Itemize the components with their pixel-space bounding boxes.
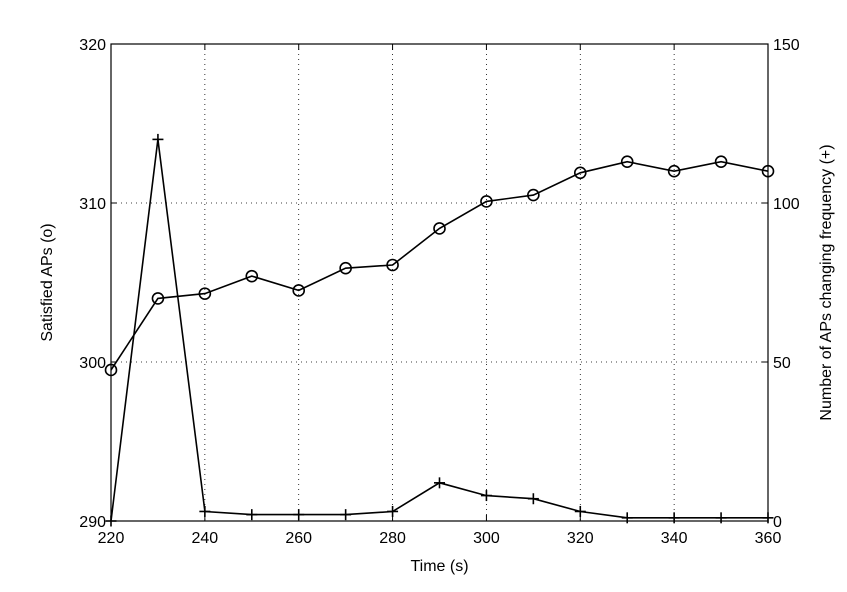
circle-marker xyxy=(245,269,259,283)
plus-marker xyxy=(574,505,586,517)
plus-marker xyxy=(434,477,445,489)
circle-marker xyxy=(573,166,587,180)
x-tick-label: 360 xyxy=(755,530,782,547)
plus-marker xyxy=(621,512,633,524)
circle-marker xyxy=(339,261,352,275)
circle-marker xyxy=(151,292,165,305)
x-tick-label: 340 xyxy=(661,530,688,547)
circle-marker xyxy=(292,284,306,297)
circle-marker xyxy=(667,164,681,178)
plus-marker xyxy=(246,509,258,521)
axis-ticks: 220 240 260 280 300 320 340 360 290 300 310 320 0 50 1… xyxy=(79,37,800,547)
circle-marker xyxy=(386,258,399,272)
aps-changing-frequency-line xyxy=(110,139,768,522)
y-left-tick-label: 310 xyxy=(79,196,106,213)
circle-marker xyxy=(480,195,493,208)
circle-marker xyxy=(620,155,634,168)
plot-frame xyxy=(110,43,769,522)
x-tick-label: 240 xyxy=(192,530,219,547)
y-left-tick-label: 320 xyxy=(79,37,106,54)
y-right-tick-label: 50 xyxy=(773,355,791,372)
circle-marker xyxy=(433,222,446,235)
satisfied-aps-line xyxy=(110,160,769,371)
x-axis-label: Time (s) xyxy=(410,558,468,575)
plus-marker xyxy=(387,505,399,517)
plus-marker xyxy=(340,509,352,521)
x-tick-label: 280 xyxy=(379,530,406,547)
circle-marker xyxy=(198,287,212,300)
series-group xyxy=(104,133,775,527)
plus-marker xyxy=(199,505,211,517)
circle-marker xyxy=(714,155,728,168)
y-left-tick-label: 290 xyxy=(79,514,106,531)
y-right-tick-label: 0 xyxy=(773,514,782,531)
y-axis-left-label: Satisfied APs (o) xyxy=(39,223,56,341)
y-left-tick-label: 300 xyxy=(79,355,106,372)
circle-marker xyxy=(104,363,118,377)
plus-marker xyxy=(152,133,164,145)
plus-marker xyxy=(762,512,774,524)
circle-marker xyxy=(761,164,775,178)
grid-lines xyxy=(111,44,768,521)
x-tick-label: 320 xyxy=(567,530,594,547)
circle-marker xyxy=(527,188,540,202)
plus-marker xyxy=(715,512,727,524)
plus-marker xyxy=(527,493,539,505)
x-tick-label: 260 xyxy=(285,530,312,547)
plus-marker xyxy=(293,509,305,521)
y-right-tick-label: 100 xyxy=(773,196,800,213)
plus-marker xyxy=(105,515,117,527)
plus-marker xyxy=(480,490,492,502)
y-axis-right-label: Number of APs changing frequency (+) xyxy=(818,144,835,420)
x-tick-label: 220 xyxy=(98,530,125,547)
x-tick-label: 300 xyxy=(473,530,500,547)
plus-marker xyxy=(668,512,680,524)
y-right-tick-label: 150 xyxy=(773,37,800,54)
